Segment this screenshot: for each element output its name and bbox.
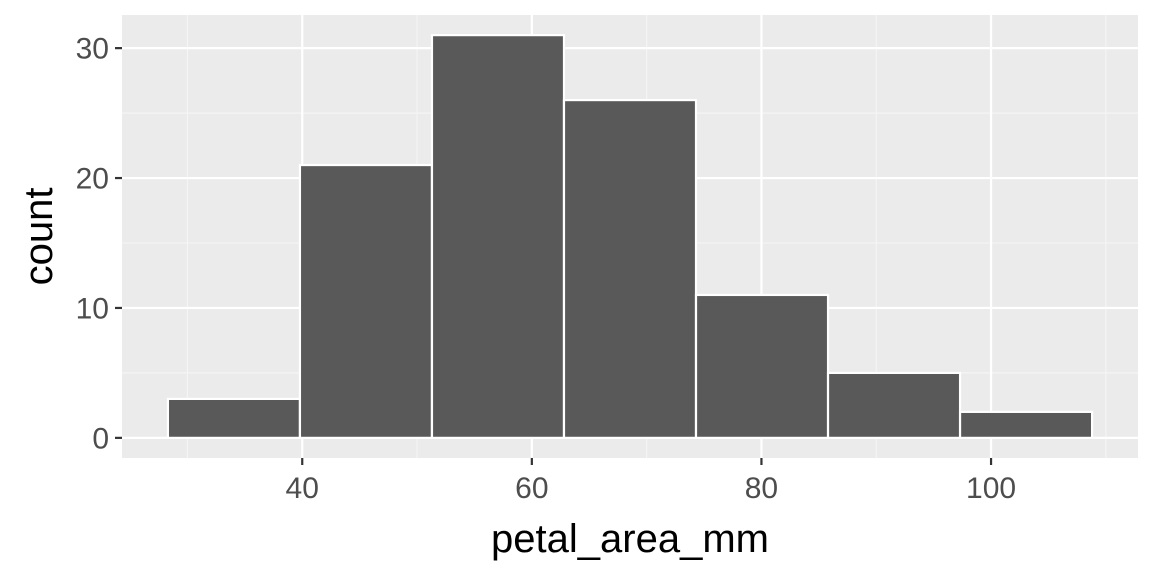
y-axis-tick-labels: 0 10 20 30: [76, 33, 109, 456]
x-axis-tick-labels: 40 60 80 100: [286, 472, 1017, 505]
x-tick-label: 40: [286, 472, 319, 505]
y-tick-label: 0: [92, 422, 109, 455]
histogram-bars: [166, 34, 1094, 439]
x-tick-label: 80: [745, 472, 778, 505]
histogram-bar: [958, 410, 1094, 439]
y-axis-title: count: [17, 188, 61, 286]
histogram-bar: [694, 293, 830, 439]
histogram-bar: [430, 34, 566, 439]
histogram-bar: [166, 397, 302, 439]
y-tick-label: 30: [76, 33, 109, 66]
y-tick-label: 20: [76, 163, 109, 196]
histogram-bar: [826, 371, 962, 439]
x-axis-ticks: [301, 458, 993, 465]
y-tick-label: 10: [76, 292, 109, 325]
x-axis-title: petal_area_mm: [491, 517, 769, 561]
x-tick-label: 100: [966, 472, 1016, 505]
histogram-bar: [562, 98, 698, 439]
histogram-bar: [298, 163, 434, 439]
y-axis-ticks: [115, 47, 122, 439]
x-tick-label: 60: [515, 472, 548, 505]
